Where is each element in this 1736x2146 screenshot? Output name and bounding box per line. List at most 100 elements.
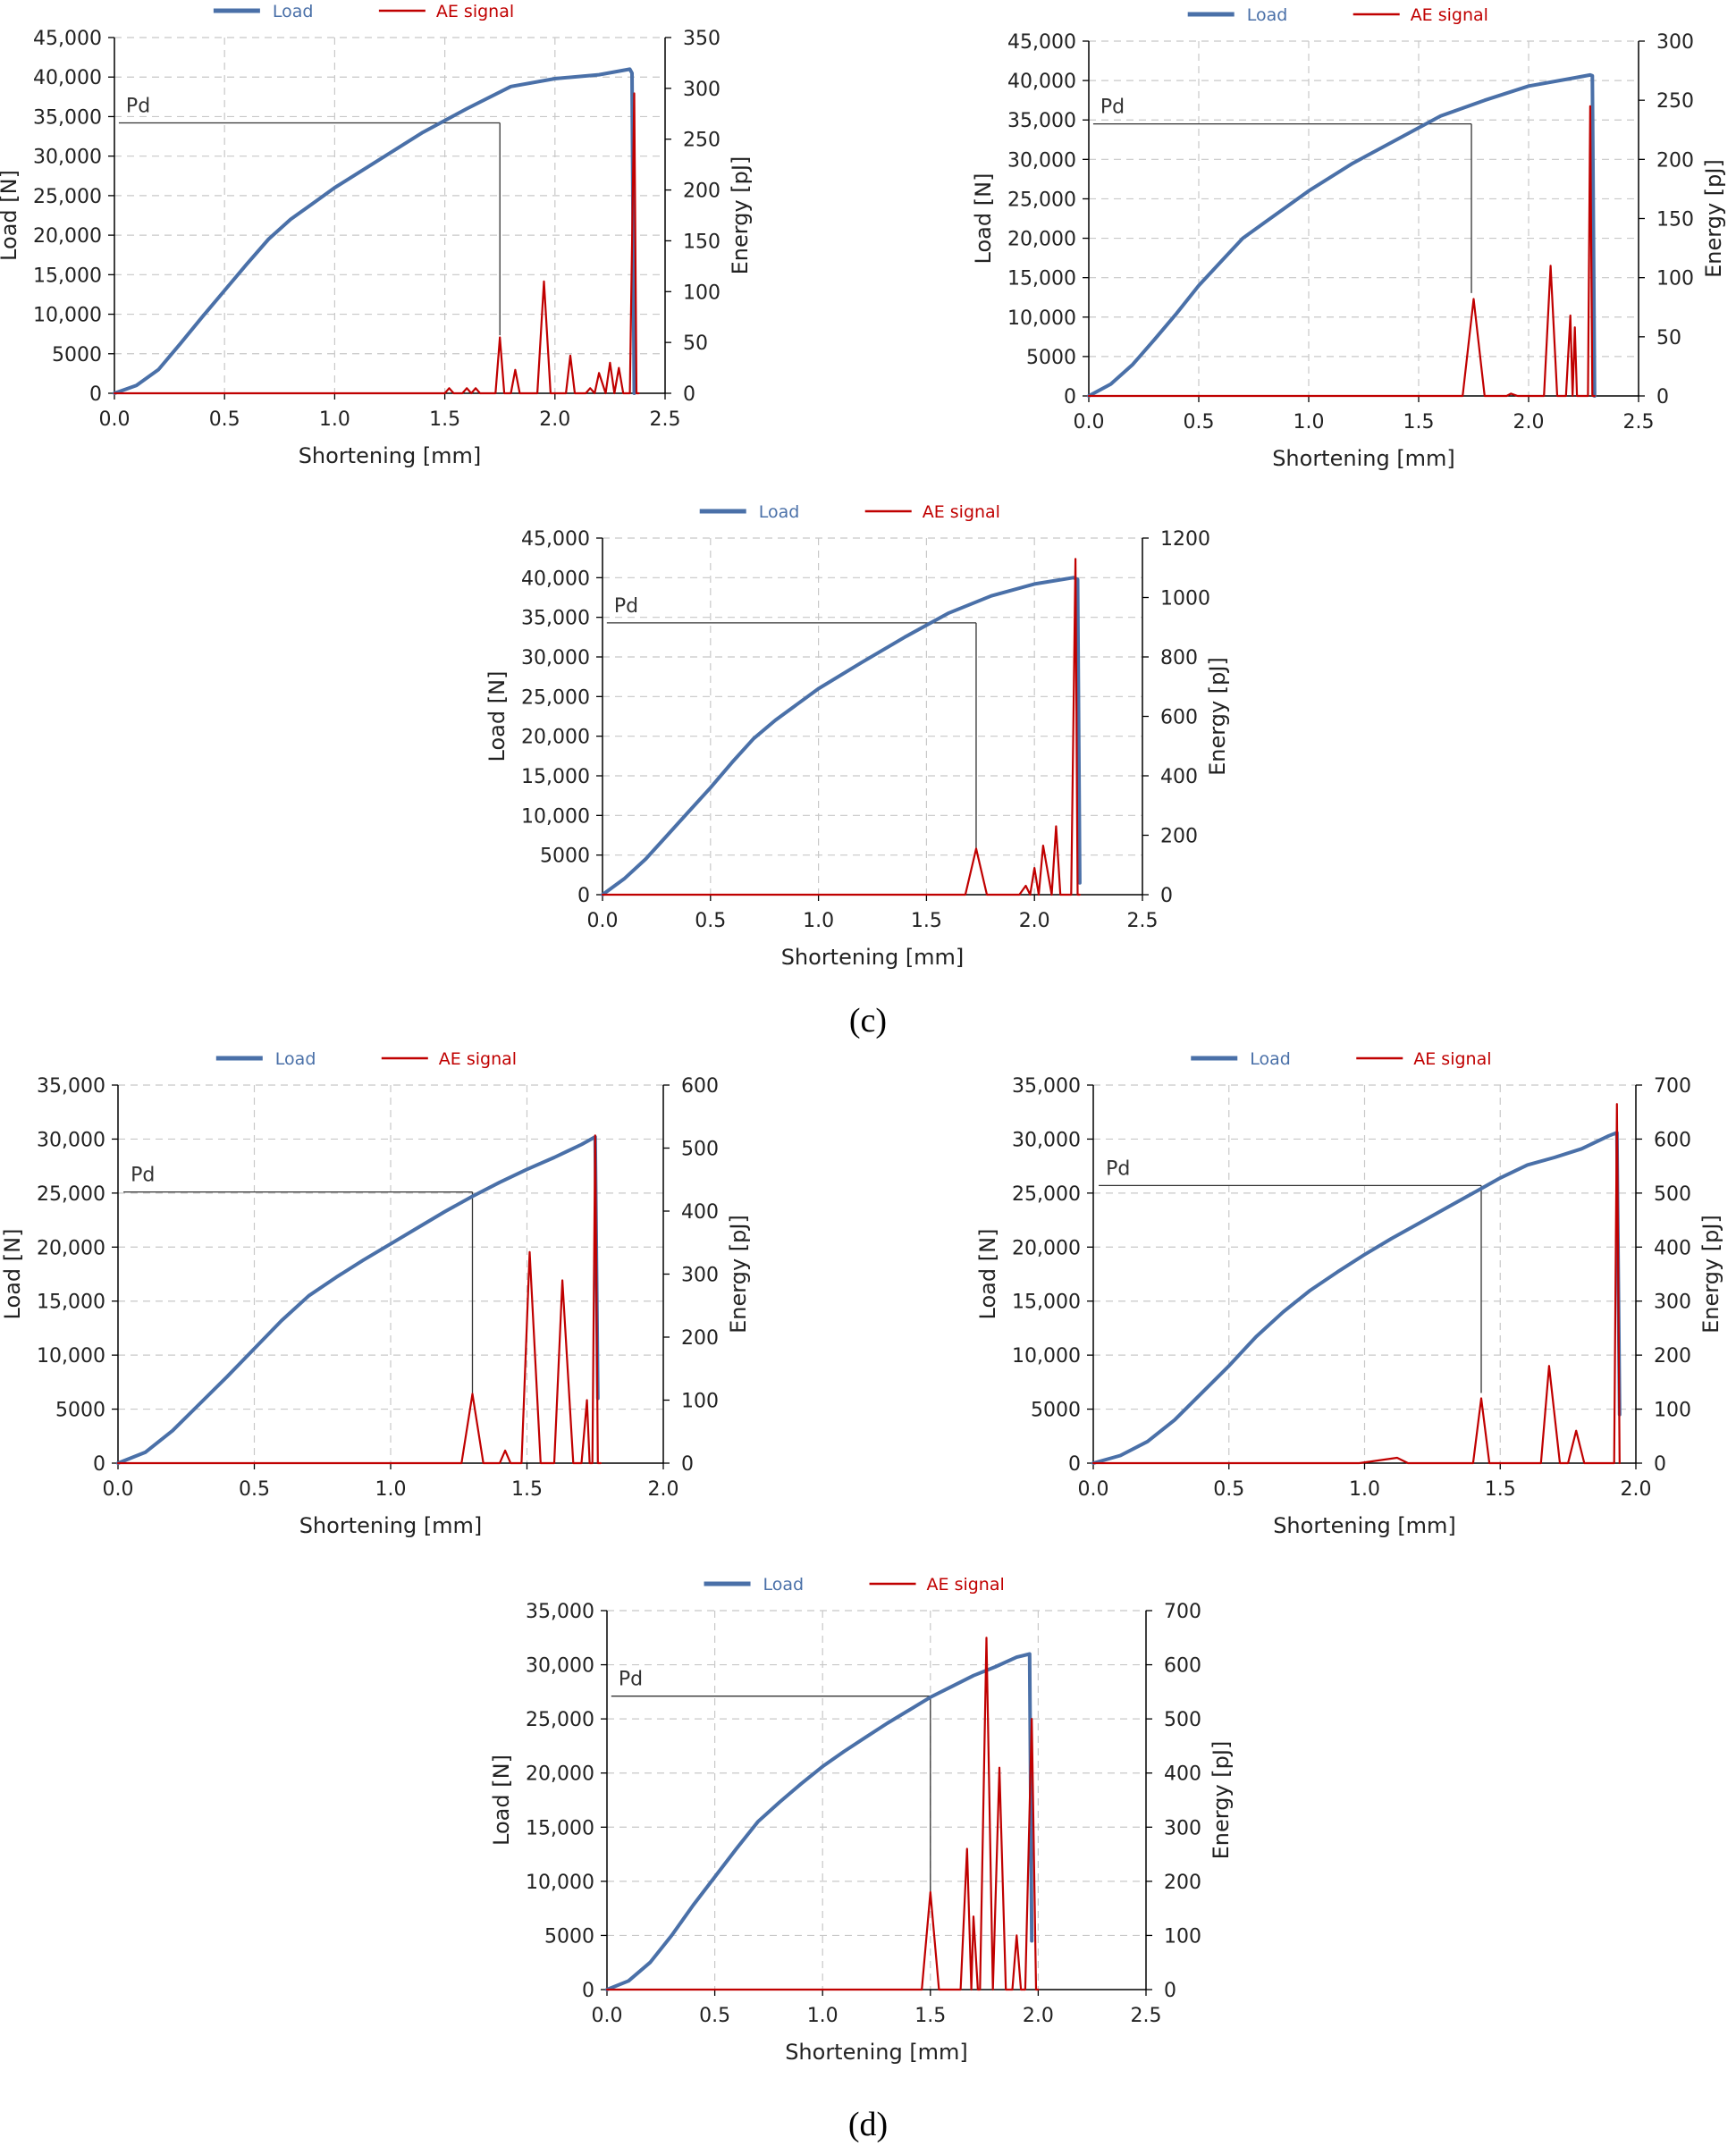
y2-axis-title: Energy [pJ] [1701,159,1726,278]
y2-axis-title: Energy [pJ] [1205,657,1230,776]
y2-tick-label: 100 [681,1391,719,1413]
y-axis-title: Load [N] [489,1755,514,1846]
legend-label-ae: AE signal [439,1049,517,1069]
x-tick-label: 1.0 [1294,411,1325,433]
y-tick-label: 10,000 [33,305,102,327]
y2-tick-label: 50 [1656,327,1681,349]
y-tick-label: 25,000 [37,1183,105,1206]
chart-3: 0.0 0.5 1.0 1.5 2.0 2.50500010,00015,00020,00… [485,502,1230,970]
y2-tick-label: 350 [683,28,721,50]
y-tick-label: 35,000 [37,1075,105,1098]
y2-tick-label: 700 [1164,1601,1201,1623]
y2-tick-label: 300 [681,1265,719,1287]
series-ae-signal-line [113,92,640,395]
x-tick-label: 1.5 [511,1478,543,1501]
x-tick-label: 1.5 [1485,1478,1516,1501]
x-tick-label: 2.5 [1127,910,1159,932]
legend-label-ae: AE signal [1413,1049,1491,1069]
y2-tick-label: 1200 [1160,528,1210,551]
legend-label-load: Load [1247,5,1288,25]
y-tick-label: 0 [582,1980,594,2002]
y2-tick-label: 0 [1654,1453,1666,1476]
y-tick-label: 10,000 [1007,307,1076,330]
series-load-line [601,576,1082,896]
y-tick-label: 30,000 [1012,1129,1081,1151]
y-axis-title: Load [N] [0,1229,25,1320]
panel-label-d: (d) [847,2106,889,2143]
y2-tick-label: 200 [1656,149,1694,172]
y-tick-label: 15,000 [526,1817,594,1839]
y-tick-label: 35,000 [1007,110,1076,132]
y2-tick-label: 250 [1656,90,1694,113]
pd-label: Pd [614,595,638,618]
x-tick-label: 0.5 [209,408,240,431]
y2-tick-label: 400 [681,1201,719,1224]
y2-tick-label: 700 [1654,1075,1691,1098]
series-ae-signal-line [1087,105,1596,398]
y2-tick-label: 300 [1164,1817,1201,1839]
x-tick-label: 0.0 [592,2005,623,2027]
y2-tick-label: 300 [1654,1292,1691,1314]
y-tick-label: 0 [577,885,590,907]
y-tick-label: 20,000 [526,1763,594,1786]
x-tick-label: 1.0 [319,408,350,431]
y-tick-label: 0 [89,383,102,406]
pd-label: Pd [1100,97,1125,119]
y-tick-label: 0 [1064,386,1076,408]
legend-label-ae: AE signal [927,1575,1005,1595]
series-load-line [113,67,636,395]
y2-tick-label: 0 [1164,1980,1176,2002]
y2-tick-label: 300 [683,79,721,101]
legend-label-ae: AE signal [1411,5,1488,25]
y-tick-label: 30,000 [526,1655,594,1678]
x-tick-label: 2.5 [1623,411,1655,433]
y2-tick-label: 500 [1164,1709,1201,1731]
x-tick-label: 2.0 [1023,2005,1054,2027]
y-tick-label: 20,000 [1012,1237,1081,1259]
x-tick-label: 2.5 [650,408,681,431]
x-tick-label: 1.0 [1349,1478,1380,1501]
y2-tick-label: 500 [681,1139,719,1161]
y-tick-label: 15,000 [1012,1292,1081,1314]
legend-label-load: Load [763,1575,805,1595]
y-tick-label: 5000 [52,344,102,366]
x-tick-label: 2.0 [1513,411,1545,433]
y2-tick-label: 0 [681,1453,694,1476]
y-tick-label: 30,000 [37,1129,105,1151]
y-tick-label: 0 [1068,1453,1081,1476]
y-tick-label: 45,000 [521,528,590,551]
chart-5: 0.0 0.5 1.0 1.5 2.00500010,00015,00020,00025… [975,1049,1723,1538]
x-tick-label: 1.5 [1403,411,1435,433]
legend-label-ae: AE signal [923,502,1000,522]
x-tick-label: 2.0 [1621,1478,1652,1501]
pd-label: Pd [131,1165,155,1187]
x-tick-label: 1.0 [803,910,834,932]
y-tick-label: 25,000 [1007,189,1076,211]
y2-tick-label: 600 [1654,1129,1691,1151]
y2-tick-label: 400 [1164,1763,1201,1786]
y2-tick-label: 800 [1160,647,1198,669]
y2-tick-label: 100 [1656,268,1694,290]
y2-tick-label: 50 [683,332,708,355]
x-axis-title: Shortening [mm] [1273,1513,1456,1538]
y-tick-label: 35,000 [33,106,102,129]
y2-tick-label: 150 [683,231,721,253]
pd-label: Pd [126,96,150,118]
y-tick-label: 35,000 [526,1601,594,1623]
y2-tick-label: 200 [681,1327,719,1350]
y2-tick-label: 0 [683,383,695,406]
y-tick-label: 30,000 [521,647,590,669]
y2-tick-label: 500 [1654,1183,1691,1206]
y-axis-title: Load [N] [971,173,996,265]
pd-label: Pd [1106,1157,1130,1180]
chart-4: 0.0 0.5 1.0 1.5 2.00500010,00015,00020,00025… [0,1049,751,1538]
x-tick-label: 0.0 [1074,411,1105,433]
x-tick-label: 0.0 [1078,1478,1109,1501]
x-axis-title: Shortening [mm] [781,945,965,970]
y-tick-label: 10,000 [37,1345,105,1368]
x-tick-label: 0.5 [239,1478,270,1501]
x-axis-title: Shortening [mm] [1272,446,1455,471]
series-load-line [1091,1131,1622,1465]
y2-axis-title: Energy [pJ] [1209,1741,1234,1860]
